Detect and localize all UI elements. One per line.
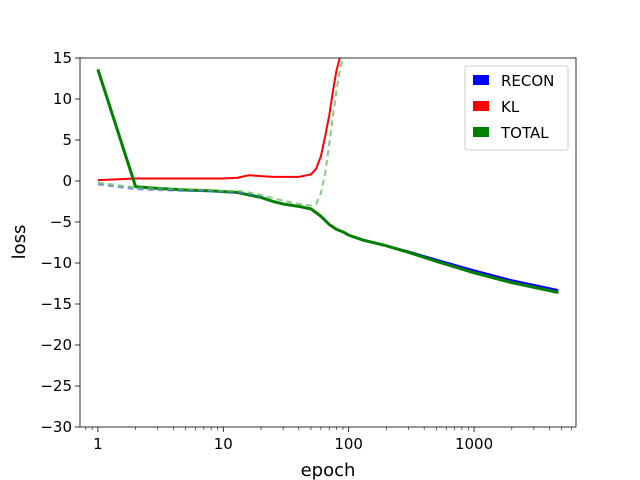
x-axis-ticks: 1 10 100 1000 (85, 427, 572, 453)
y-axis-ticks: 15 10 5 0 −5 −10 −15 −20 −25 −30 (40, 49, 80, 436)
legend-swatch-recon (473, 75, 489, 85)
kl-series-line-1 (97, 58, 341, 182)
y-tick-label: 10 (53, 90, 72, 108)
legend-swatch-kl (473, 101, 489, 111)
y-tick-label: −10 (40, 254, 72, 272)
x-tick-label: 10 (214, 435, 233, 453)
y-tick-label: 15 (53, 49, 72, 67)
dashed-series-line-3 (97, 183, 262, 198)
x-tick-label: 100 (334, 435, 363, 453)
y-tick-label: −25 (40, 377, 72, 395)
y-axis-title: loss (9, 225, 30, 260)
y-tick-label: −30 (40, 418, 72, 436)
dashed-series-line-4 (97, 58, 344, 207)
y-tick-label: −5 (50, 213, 72, 231)
y-tick-label: −20 (40, 336, 72, 354)
series-layer (96, 58, 559, 294)
x-axis-title: epoch (301, 460, 356, 480)
legend-label-recon: RECON (501, 72, 554, 90)
legend-swatch-total (473, 127, 489, 137)
x-tick-label: 1000 (455, 435, 493, 453)
x-tick-label: 1 (93, 435, 103, 453)
y-tick-label: 0 (62, 172, 72, 190)
y-tick-label: −15 (40, 295, 72, 313)
legend: RECON KL TOTAL (464, 65, 569, 151)
plot-frame (79, 57, 577, 428)
legend-label-kl: KL (501, 98, 520, 116)
legend-label-total: TOTAL (500, 124, 549, 142)
y-tick-label: 5 (62, 131, 72, 149)
legend-box (464, 65, 569, 151)
